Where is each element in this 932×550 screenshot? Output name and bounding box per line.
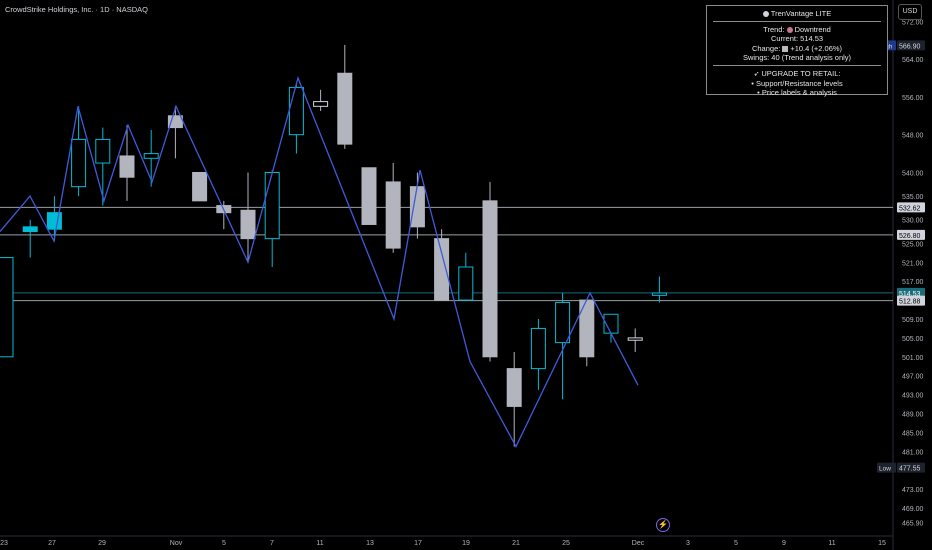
price-label-bg <box>897 229 925 240</box>
x-tick-label: Nov <box>170 540 183 547</box>
candle-body <box>313 101 329 107</box>
y-tick-label: 465.90 <box>902 521 924 528</box>
candle-body <box>506 368 522 407</box>
candle-body <box>240 209 256 240</box>
y-tick-label: 501.00 <box>902 355 924 362</box>
trend-row: Trend: Downtrend <box>763 25 831 35</box>
candle-body <box>46 212 62 230</box>
x-tick-label: 19 <box>462 540 470 547</box>
candle-body <box>119 155 135 178</box>
x-tick-label: 3 <box>686 540 690 547</box>
candle-body <box>0 257 14 358</box>
x-tick-label: 5 <box>222 540 226 547</box>
zigzag-line <box>0 75 639 449</box>
candle-body <box>95 138 111 164</box>
indicator-logo-icon <box>762 11 769 18</box>
candle-body <box>458 266 474 301</box>
price-label: 566.90 <box>899 43 921 50</box>
candle-body <box>627 337 643 341</box>
price-label-bg <box>897 295 925 306</box>
x-tick-label: 11 <box>316 540 323 547</box>
candle-body <box>143 153 159 159</box>
trenvantage-panel: TrenVantage LITE Trend: Downtrend Current… <box>706 5 888 98</box>
x-tick-label: 13 <box>366 540 374 547</box>
candle-body <box>71 138 87 188</box>
candle-body <box>264 171 280 240</box>
upgrade-row: ➶ UPGRADE TO RETAIL: <box>753 69 841 79</box>
candle-body <box>555 301 571 344</box>
candle-body <box>337 72 353 145</box>
price-label-bg <box>897 40 925 51</box>
y-tick-label: 473.00 <box>902 487 924 494</box>
candle-body <box>361 167 377 225</box>
y-tick-label: 540.00 <box>902 170 924 177</box>
x-tick-label: 11 <box>828 540 835 547</box>
currency-button[interactable]: USD <box>898 4 922 20</box>
panel-divider-2 <box>713 65 881 67</box>
y-tick-label: 530.00 <box>902 218 924 225</box>
price-tag: Low <box>879 466 891 473</box>
y-tick-label: 535.00 <box>902 194 924 201</box>
y-tick-label: 489.00 <box>902 411 924 418</box>
change-row: Change: +10.4 (+2.06%) <box>751 43 843 53</box>
change-icon <box>782 45 789 52</box>
y-tick-label: 521.00 <box>902 260 924 267</box>
price-label-bg <box>897 462 925 473</box>
x-tick-label: 21 <box>512 540 520 547</box>
candle-body <box>288 86 304 136</box>
y-tick-label: 548.00 <box>902 133 924 140</box>
panel-divider <box>713 21 881 23</box>
y-tick-label: 556.00 <box>902 95 924 102</box>
y-tick-label: 525.00 <box>902 241 924 248</box>
candle-body <box>482 200 498 358</box>
y-tick-label: 485.00 <box>902 430 924 437</box>
price-label: 477.55 <box>899 466 921 473</box>
candle-body <box>409 186 425 228</box>
y-tick-label: 509.00 <box>902 317 924 324</box>
panel-title-row: TrenVantage LITE <box>707 9 887 18</box>
candle-body <box>651 292 667 296</box>
downtrend-icon <box>786 27 793 34</box>
upgrade-bullet-2: • Price labels & analysis <box>757 88 837 98</box>
y-tick-label: 572.00 <box>902 19 924 26</box>
x-tick-label: 27 <box>48 540 56 547</box>
symbol-title[interactable]: CrowdStrike Holdings, Inc. · 1D · NASDAQ <box>5 5 148 14</box>
x-tick-label: Dec <box>632 540 645 547</box>
go-to-realtime-icon[interactable]: ⚡ <box>656 518 670 532</box>
price-label: 512.88 <box>899 299 921 306</box>
candle-body <box>192 171 208 202</box>
swings-row: Swings: 40 (Trend analysis only) <box>742 52 852 62</box>
rocket-icon: ➶ <box>753 71 762 79</box>
price-label: 526.80 <box>899 233 921 240</box>
x-tick-label: 5 <box>734 540 738 547</box>
y-tick-label: 505.00 <box>902 336 924 343</box>
current-row: Current: 514.53 <box>770 34 824 44</box>
x-tick-label: 29 <box>98 540 106 547</box>
candle-body <box>385 181 401 249</box>
x-tick-label: 25 <box>562 540 570 547</box>
candle-body <box>530 327 546 370</box>
x-tick-label: 17 <box>414 540 422 547</box>
x-tick-label: 9 <box>782 540 786 547</box>
y-tick-label: 497.00 <box>902 374 924 381</box>
panel-title: TrenVantage LITE <box>770 9 832 18</box>
candle-body <box>22 226 38 233</box>
x-tick-label: 23 <box>0 540 8 547</box>
y-tick-label: 517.00 <box>902 279 924 286</box>
y-tick-label: 469.00 <box>902 506 924 513</box>
candle-body <box>434 238 450 301</box>
upgrade-bullet-1: • Support/Resistance levels <box>751 79 843 89</box>
y-tick-label: 493.00 <box>902 393 924 400</box>
price-tag-bg <box>877 462 896 473</box>
price-label: 514.53 <box>899 291 921 298</box>
y-tick-label: 564.00 <box>902 57 924 64</box>
price-label-bg <box>897 202 925 213</box>
y-tick-label: 481.00 <box>902 449 924 456</box>
price-label: 532.62 <box>899 205 921 212</box>
x-tick-label: 15 <box>878 540 886 547</box>
x-tick-label: 7 <box>270 540 274 547</box>
